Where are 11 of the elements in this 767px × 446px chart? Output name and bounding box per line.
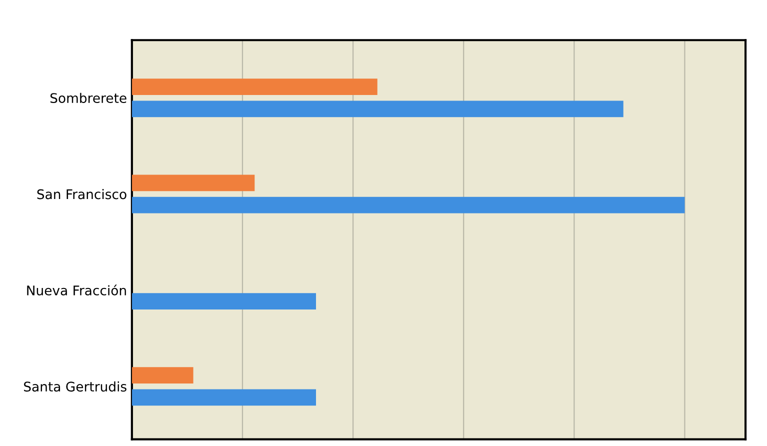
bar xyxy=(132,78,378,95)
y-tick-label: Santa Gertrudis xyxy=(24,381,126,392)
bar xyxy=(132,389,316,406)
bar xyxy=(132,367,194,384)
y-tick-label: Sombrerete xyxy=(50,92,126,104)
y-tick-label: San Francisco xyxy=(37,189,126,200)
bar xyxy=(132,174,255,192)
bar xyxy=(132,100,624,118)
y-tick-label: Nueva Fracción xyxy=(27,284,126,296)
bar xyxy=(132,196,685,214)
bar xyxy=(132,293,316,310)
